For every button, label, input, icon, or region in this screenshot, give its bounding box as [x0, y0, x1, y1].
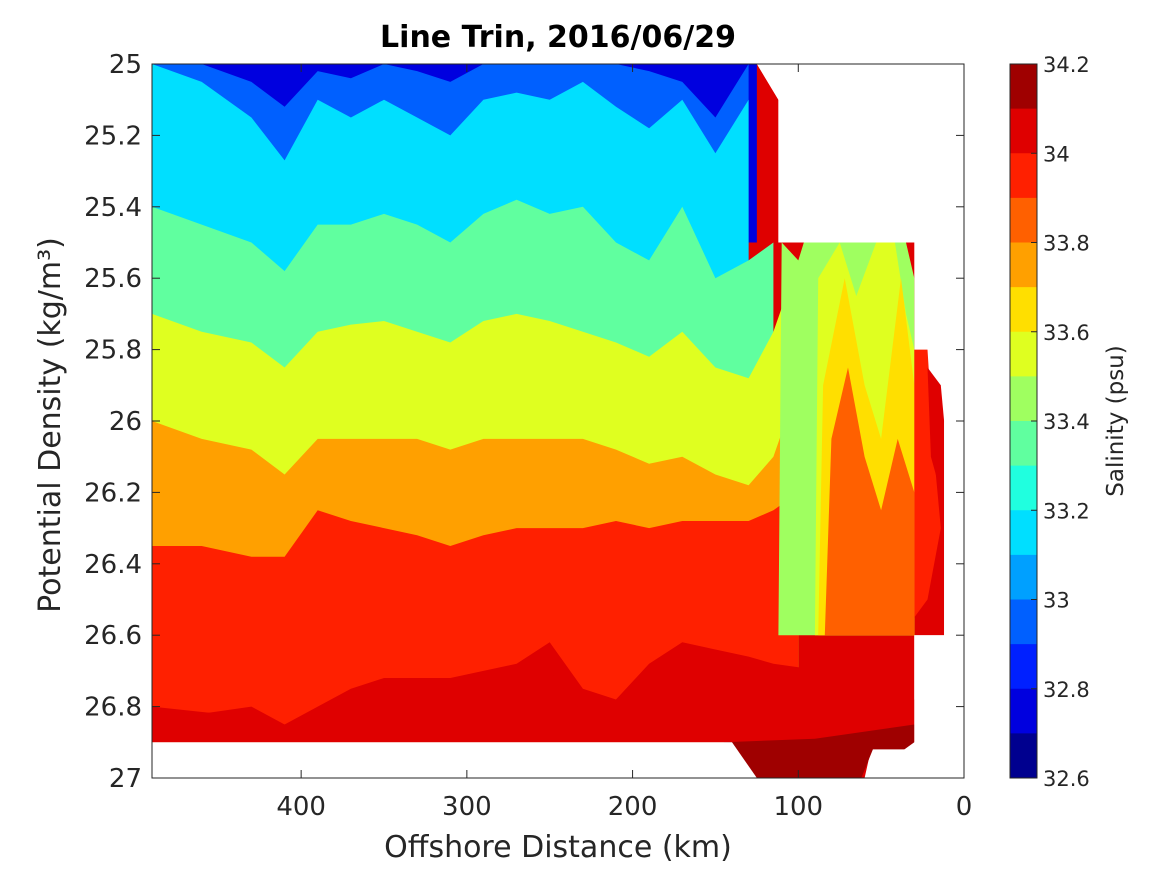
colorbar-swatch [1010, 153, 1037, 199]
nearshore-band-33.8 [824, 367, 915, 636]
nearshore-band-34.0 [914, 349, 941, 618]
chart-title: Line Trin, 2016/06/29 [380, 20, 736, 55]
y-tick-label: 25 [109, 50, 142, 80]
x-axis: 400 300 200 100 0 [276, 64, 972, 822]
colorbar-swatch [1010, 376, 1037, 422]
colorbar-title: Salinity (psu) [1103, 345, 1129, 497]
colorbar: 34.2 34 33.8 33.6 33.4 33.2 33 32.8 32.6 [1009, 53, 1090, 791]
x-tick-label: 300 [442, 792, 492, 822]
no-data-mask-bottom [152, 742, 757, 778]
contour-band-34.0-deep [152, 670, 915, 743]
y-axis-title: Potential Density (kg/m³) [33, 237, 68, 613]
colorbar-swatch [1010, 331, 1037, 377]
y-tick-label: 26.6 [84, 621, 142, 651]
y-tick-label: 26.4 [84, 550, 142, 580]
y-tick-label: 27 [109, 764, 142, 794]
x-tick-label: 100 [773, 792, 823, 822]
plot-area: 400 300 200 100 0 25 25.2 25.4 25.6 25.8 26 26.2 26… [84, 50, 972, 822]
colorbar-tick-label: 33.2 [1043, 499, 1090, 523]
x-tick-label: 200 [608, 792, 658, 822]
colorbar-swatch [1010, 510, 1037, 556]
y-tick-label: 26.8 [84, 693, 142, 723]
y-tick-label: 25.4 [84, 193, 142, 223]
y-tick-label: 25.6 [84, 264, 142, 294]
colorbar-swatch [1010, 108, 1037, 154]
contour-band-34.1-34.2 [723, 724, 915, 778]
colorbar-swatch [1010, 197, 1037, 244]
y-axis: 25 25.2 25.4 25.6 25.8 26 26.2 26.4 26.6 26.8 27 [84, 50, 964, 794]
y-tick-label: 25.2 [84, 121, 142, 151]
colorbar-swatch [1010, 287, 1037, 333]
colorbar-swatch [1010, 554, 1037, 601]
colorbar-tick-label: 33.6 [1043, 321, 1090, 345]
colorbar-tick-label: 33 [1043, 589, 1070, 613]
x-tick-label: 400 [276, 792, 326, 822]
nearshore-band-34.1 [927, 367, 945, 493]
colorbar-tick-label: 33.4 [1043, 410, 1090, 434]
colorbar-swatch [1010, 64, 1037, 110]
colorbar-swatch [1010, 421, 1037, 467]
y-tick-label: 26.2 [84, 478, 142, 508]
x-axis-title: Offshore Distance (km) [384, 830, 732, 865]
colorbar-tick-label: 32.8 [1043, 678, 1090, 702]
colorbar-swatch [1010, 242, 1037, 288]
colorbar-tick-label: 34 [1043, 142, 1070, 166]
colorbar-swatch [1010, 733, 1037, 779]
y-tick-label: 26 [109, 407, 142, 437]
colorbar-tick-label: 33.8 [1043, 232, 1090, 256]
x-tick-label: 0 [956, 792, 973, 822]
colorbar-swatch [1010, 688, 1037, 734]
contour-fill-layer [152, 64, 964, 778]
colorbar-swatch [1010, 599, 1037, 645]
y-tick-label: 25.8 [84, 336, 142, 366]
colorbar-tick-label: 32.6 [1043, 767, 1090, 791]
colorbar-swatch [1010, 644, 1037, 690]
no-data-mask-east [756, 64, 964, 778]
colorbar-tick-label: 34.2 [1043, 53, 1090, 77]
colorbar-swatch [1010, 465, 1037, 511]
